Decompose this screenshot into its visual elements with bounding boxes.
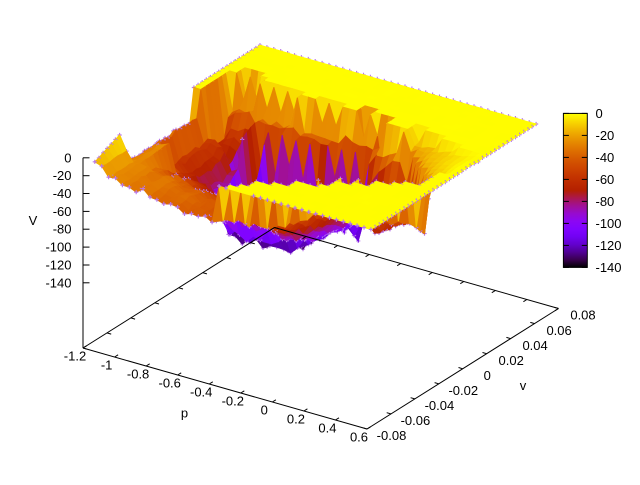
svg-text:-0.02: -0.02: [448, 383, 478, 398]
svg-text:0: 0: [596, 106, 603, 121]
svg-text:-20: -20: [53, 168, 72, 183]
svg-text:0: 0: [484, 368, 491, 383]
svg-text:-60: -60: [53, 204, 72, 219]
svg-text:-80: -80: [53, 222, 72, 237]
svg-text:-1: -1: [101, 357, 113, 372]
svg-text:-0.8: -0.8: [127, 366, 149, 381]
svg-text:-0.6: -0.6: [158, 375, 180, 390]
svg-text:-120: -120: [596, 238, 622, 253]
svg-text:-100: -100: [45, 240, 71, 255]
svg-text:-120: -120: [45, 258, 71, 273]
svg-text:-0.4: -0.4: [190, 384, 212, 399]
svg-text:-0.04: -0.04: [425, 398, 455, 413]
svg-text:-100: -100: [596, 216, 622, 231]
svg-text:0.02: 0.02: [499, 353, 524, 368]
svg-text:v: v: [520, 378, 527, 393]
svg-text:-0.06: -0.06: [401, 413, 431, 428]
svg-text:0.6: 0.6: [350, 429, 368, 444]
svg-text:-60: -60: [596, 172, 615, 187]
svg-text:-40: -40: [53, 186, 72, 201]
svg-text:-1.2: -1.2: [64, 348, 86, 363]
svg-text:0.4: 0.4: [318, 420, 336, 435]
svg-text:-0.08: -0.08: [377, 428, 407, 443]
svg-text:-40: -40: [596, 150, 615, 165]
svg-text:0: 0: [261, 402, 268, 417]
svg-text:0.08: 0.08: [570, 308, 595, 323]
svg-text:0: 0: [64, 150, 71, 165]
svg-text:-20: -20: [596, 128, 615, 143]
svg-text:-80: -80: [596, 194, 615, 209]
svg-text:0.2: 0.2: [287, 411, 305, 426]
svg-text:0.06: 0.06: [546, 323, 571, 338]
svg-text:-140: -140: [45, 275, 71, 290]
svg-text:V: V: [29, 213, 38, 228]
svg-text:-0.2: -0.2: [222, 393, 244, 408]
svg-text:0.04: 0.04: [522, 338, 547, 353]
svg-text:-140: -140: [596, 260, 622, 275]
svg-text:p: p: [181, 405, 188, 420]
